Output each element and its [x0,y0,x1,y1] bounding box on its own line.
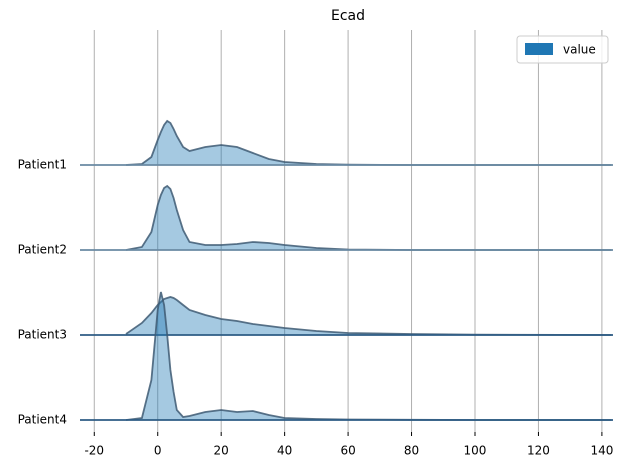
x-tick-label: 60 [340,444,355,458]
x-tick-label: -20 [84,444,104,458]
y-tick-label: Patient2 [18,243,67,257]
ridge-area [126,186,612,250]
legend-box [516,35,609,64]
y-tick-label: Patient3 [18,328,67,342]
chart-title: Ecad [331,8,365,24]
x-tick-label: 0 [154,444,162,458]
legend-label: value [563,43,596,57]
y-tick-label: Patient1 [18,158,67,172]
x-tick-label: 100 [464,444,487,458]
legend-swatch [525,43,553,55]
y-tick-label: Patient4 [18,413,67,427]
x-tick-label: 120 [527,444,550,458]
x-tick-label: 40 [277,444,292,458]
ridge-line [125,184,612,251]
ridge-area [126,292,612,420]
x-tick-label: 80 [404,444,419,458]
ridge-area [126,297,612,335]
x-tick-label: 20 [214,444,229,458]
x-tick-label: 140 [590,444,613,458]
ridge-area [126,121,612,165]
